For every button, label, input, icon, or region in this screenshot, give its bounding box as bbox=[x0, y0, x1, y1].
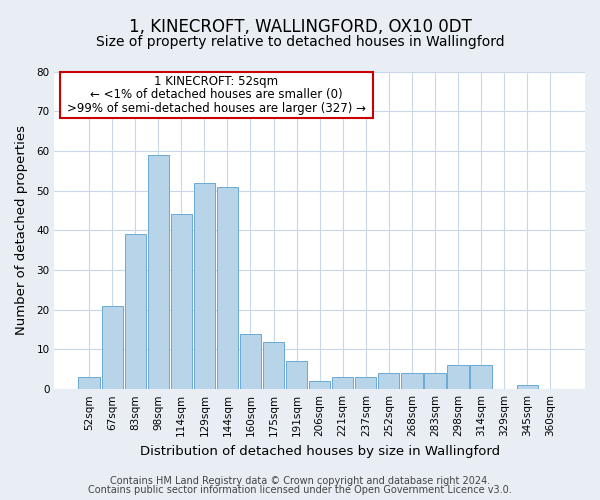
Bar bbox=[355, 378, 376, 389]
Text: Size of property relative to detached houses in Wallingford: Size of property relative to detached ho… bbox=[95, 35, 505, 49]
Bar bbox=[309, 381, 330, 389]
Bar bbox=[332, 378, 353, 389]
Text: >99% of semi-detached houses are larger (327) →: >99% of semi-detached houses are larger … bbox=[67, 102, 365, 115]
Bar bbox=[448, 366, 469, 389]
Text: ← <1% of detached houses are smaller (0): ← <1% of detached houses are smaller (0) bbox=[90, 88, 343, 101]
Text: 1, KINECROFT, WALLINGFORD, OX10 0DT: 1, KINECROFT, WALLINGFORD, OX10 0DT bbox=[128, 18, 472, 36]
Bar bbox=[470, 366, 491, 389]
Bar bbox=[217, 186, 238, 389]
Y-axis label: Number of detached properties: Number of detached properties bbox=[15, 126, 28, 336]
Bar bbox=[194, 182, 215, 389]
Bar bbox=[125, 234, 146, 389]
Bar bbox=[263, 342, 284, 389]
Bar bbox=[240, 334, 261, 389]
Text: Contains HM Land Registry data © Crown copyright and database right 2024.: Contains HM Land Registry data © Crown c… bbox=[110, 476, 490, 486]
FancyBboxPatch shape bbox=[59, 72, 373, 118]
Bar bbox=[79, 378, 100, 389]
Bar bbox=[424, 374, 446, 389]
Bar bbox=[170, 214, 192, 389]
Bar bbox=[378, 374, 400, 389]
Bar bbox=[148, 155, 169, 389]
Bar bbox=[101, 306, 123, 389]
X-axis label: Distribution of detached houses by size in Wallingford: Distribution of detached houses by size … bbox=[140, 444, 500, 458]
Text: 1 KINECROFT: 52sqm: 1 KINECROFT: 52sqm bbox=[154, 75, 278, 88]
Bar bbox=[286, 362, 307, 389]
Bar bbox=[517, 385, 538, 389]
Text: Contains public sector information licensed under the Open Government Licence v3: Contains public sector information licen… bbox=[88, 485, 512, 495]
Bar bbox=[401, 374, 422, 389]
